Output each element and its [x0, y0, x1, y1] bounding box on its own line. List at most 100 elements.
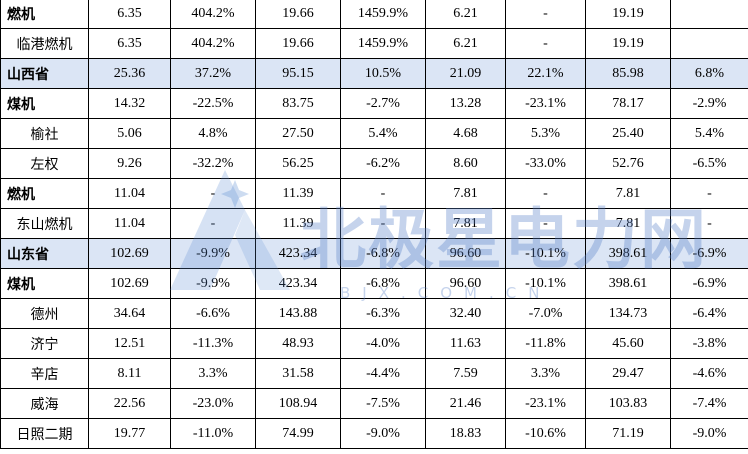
table-cell: 4.8% — [170, 118, 256, 149]
table-row: 左权 9.26 -32.2% 56.25 -6.2% 8.60 -33.0% 52.76 -6.… — [0, 148, 748, 179]
table-cell: - — [670, 178, 748, 209]
table-cell: - — [505, 208, 586, 239]
table-row: 临港燃机 6.35 404.2% 19.66 1459.9% 6.21-19.19 — [0, 28, 748, 59]
table-cell: 21.46 — [425, 388, 506, 419]
table-cell: 5.06 — [88, 118, 171, 149]
table-cell: 14.32 — [88, 88, 171, 119]
table-cell: -11.8% — [505, 328, 586, 359]
table-cell: -6.6% — [170, 298, 256, 329]
table-cell: 134.73 — [585, 298, 671, 329]
table-cell: -4.6% — [670, 358, 748, 389]
table-cell: 11.39 — [255, 208, 341, 239]
table-cell: 56.25 — [255, 148, 341, 179]
table-cell: -6.8% — [340, 268, 426, 299]
table-cell: - — [505, 178, 586, 209]
table-cell: 6.8% — [670, 58, 748, 89]
table-cell: 18.83 — [425, 418, 506, 449]
table-cell: 423.34 — [255, 268, 341, 299]
table-cell: 19.66 — [255, 28, 341, 59]
table-row: 济宁 12.51 -11.3% 48.93 -4.0% 11.63 -11.8% 45.60-… — [0, 328, 748, 359]
table-cell: 45.60 — [585, 328, 671, 359]
table-cell: -23.1% — [505, 88, 586, 119]
table-cell: 404.2% — [170, 0, 256, 29]
table-row: 威海 22.56 -23.0% 108.94 -7.5% 21.46 -23.1% 103.8… — [0, 388, 748, 419]
table-cell: -6.9% — [670, 268, 748, 299]
row-label: 山东省 — [0, 238, 89, 269]
table-cell: -3.8% — [670, 328, 748, 359]
table-cell: 19.19 — [585, 28, 671, 59]
table-cell: 52.76 — [585, 148, 671, 179]
table-cell: 96.60 — [425, 238, 506, 269]
table-cell: 74.99 — [255, 418, 341, 449]
table-cell: -6.8% — [340, 238, 426, 269]
table-cell: - — [340, 208, 426, 239]
table-cell: -33.0% — [505, 148, 586, 179]
table-cell: 8.11 — [88, 358, 171, 389]
table-cell: -9.9% — [170, 268, 256, 299]
table-cell: 143.88 — [255, 298, 341, 329]
table-cell: -7.5% — [340, 388, 426, 419]
table-row: 日照二期 19.77 -11.0% 74.99 -9.0% 18.83 -10.6% 71.1… — [0, 418, 748, 449]
table-cell: 25.36 — [88, 58, 171, 89]
table-cell: 96.60 — [425, 268, 506, 299]
table-cell: 1459.9% — [340, 0, 426, 29]
table-cell: 5.3% — [505, 118, 586, 149]
row-label: 燃机 — [0, 178, 89, 209]
row-label: 榆社 — [0, 118, 89, 149]
table-cell — [670, 28, 748, 59]
table-cell: 34.64 — [88, 298, 171, 329]
table-cell: 11.04 — [88, 208, 171, 239]
table-cell: -9.0% — [670, 418, 748, 449]
table-cell: 7.81 — [585, 178, 671, 209]
row-label: 煤机 — [0, 268, 89, 299]
table-cell: 71.19 — [585, 418, 671, 449]
table-cell: -10.1% — [505, 238, 586, 269]
table-cell: - — [505, 28, 586, 59]
table-cell: -2.7% — [340, 88, 426, 119]
table-cell: -6.3% — [340, 298, 426, 329]
table-row: 煤机 14.32 -22.5% 83.75 -2.7% 13.28 -23.1% 78.17-… — [0, 88, 748, 119]
row-label: 山西省 — [0, 58, 89, 89]
table-row: 东山燃机 11.04-11.39-7.81-7.81- — [0, 208, 748, 239]
row-label: 燃机 — [0, 0, 89, 29]
table-cell: 5.4% — [670, 118, 748, 149]
table-cell: 9.26 — [88, 148, 171, 179]
table-cell: -6.2% — [340, 148, 426, 179]
table-cell: -22.5% — [170, 88, 256, 119]
table-cell: -9.0% — [340, 418, 426, 449]
table-cell: 85.98 — [585, 58, 671, 89]
table-cell: - — [170, 208, 256, 239]
row-label: 临港燃机 — [0, 28, 89, 59]
table-cell: - — [170, 178, 256, 209]
table-cell: - — [670, 208, 748, 239]
table-cell: 11.04 — [88, 178, 171, 209]
table-cell: 13.28 — [425, 88, 506, 119]
table-cell: - — [340, 178, 426, 209]
table-cell: -23.1% — [505, 388, 586, 419]
table-cell: 48.93 — [255, 328, 341, 359]
table-cell: 7.81 — [425, 208, 506, 239]
table-cell: 5.4% — [340, 118, 426, 149]
table-cell: 83.75 — [255, 88, 341, 119]
table-cell: 3.3% — [170, 358, 256, 389]
table-cell: 19.19 — [585, 0, 671, 29]
table-cell: 29.47 — [585, 358, 671, 389]
table-cell: -11.0% — [170, 418, 256, 449]
table-cell: 423.34 — [255, 238, 341, 269]
table-cell: -23.0% — [170, 388, 256, 419]
table-row: 山东省 102.69 -9.9% 423.34 -6.8% 96.60 -10.1% 398.… — [0, 238, 748, 269]
table-cell: 8.60 — [425, 148, 506, 179]
table-cell: 3.3% — [505, 358, 586, 389]
table-cell: 6.35 — [88, 0, 171, 29]
table-cell: 10.5% — [340, 58, 426, 89]
row-label: 济宁 — [0, 328, 89, 359]
table-cell: 19.77 — [88, 418, 171, 449]
table-cell: -6.4% — [670, 298, 748, 329]
table-cell: 12.51 — [88, 328, 171, 359]
table-cell: 22.1% — [505, 58, 586, 89]
table-cell: 398.61 — [585, 268, 671, 299]
table-cell: 103.83 — [585, 388, 671, 419]
table-cell: 398.61 — [585, 238, 671, 269]
table-cell: 11.63 — [425, 328, 506, 359]
